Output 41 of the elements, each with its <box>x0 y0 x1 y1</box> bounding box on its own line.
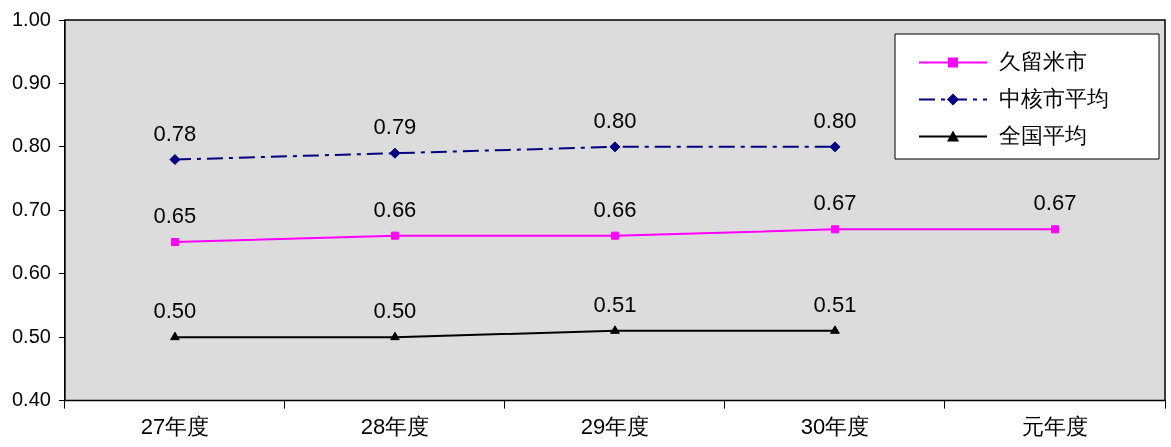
x-tick-label: 元年度 <box>1021 413 1088 439</box>
y-tick-label: 0.60 <box>11 261 51 284</box>
data-label: 0.78 <box>153 120 197 146</box>
legend-label: 中核市平均 <box>999 85 1109 111</box>
y-tick-label: 0.70 <box>11 197 51 220</box>
point <box>830 225 840 234</box>
x-tick-label: 27年度 <box>140 413 210 439</box>
point <box>609 141 621 153</box>
data-label: 0.67 <box>1033 190 1077 216</box>
data-label: 0.79 <box>373 114 417 140</box>
point <box>170 237 179 247</box>
y-tick-label: 1.00 <box>11 7 51 30</box>
point <box>610 231 619 240</box>
data-label: 0.66 <box>373 196 417 222</box>
data-label: 0.51 <box>813 291 857 317</box>
point <box>389 147 401 159</box>
point <box>830 325 840 334</box>
x-tick-label: 28年度 <box>360 413 430 439</box>
y-tick-label: 0.50 <box>11 324 51 347</box>
y-tick-label: 0.40 <box>11 388 51 411</box>
point <box>610 325 620 334</box>
point <box>390 331 400 341</box>
x-tick-label: 29年度 <box>580 413 650 439</box>
data-label: 0.65 <box>153 203 197 229</box>
data-label: 0.66 <box>593 196 637 222</box>
point <box>390 231 399 240</box>
x-tick-label: 30年度 <box>800 413 870 439</box>
y-tick-label: 0.80 <box>11 134 51 157</box>
data-label: 0.80 <box>593 107 637 133</box>
legend-label: 久留米市 <box>999 48 1087 74</box>
data-label: 0.51 <box>593 291 637 317</box>
point <box>1050 225 1060 234</box>
point <box>170 331 180 341</box>
y-tick-label: 0.90 <box>11 70 51 93</box>
data-label: 0.67 <box>813 190 857 216</box>
point <box>169 154 181 166</box>
data-label: 0.50 <box>153 298 197 324</box>
legend-label: 全国平均 <box>999 122 1087 148</box>
point <box>829 141 841 153</box>
data-label: 0.50 <box>373 298 417 324</box>
data-label: 0.80 <box>813 107 857 133</box>
